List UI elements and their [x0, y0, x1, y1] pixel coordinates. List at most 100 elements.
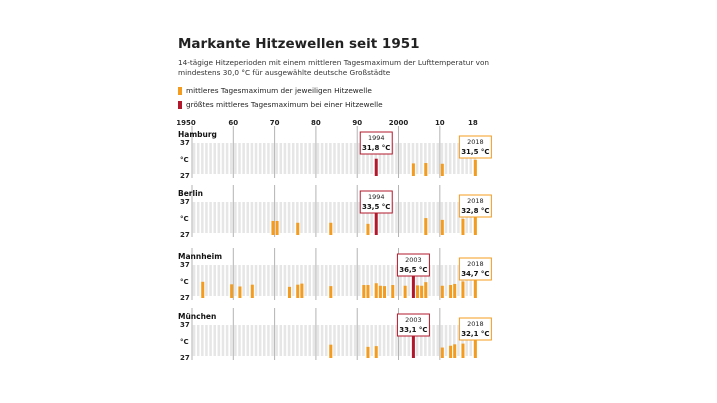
city-label: Berlin — [178, 189, 203, 198]
y-tick-label: 37 — [180, 321, 190, 329]
heatwave-bar — [300, 283, 304, 298]
grid-band — [234, 143, 237, 174]
max-label-year: 1994 — [368, 193, 385, 201]
heatwave-bar — [440, 347, 444, 358]
grid-band — [432, 143, 435, 174]
grid-band — [225, 325, 229, 356]
grid-band — [242, 202, 245, 233]
grid-band — [411, 202, 415, 233]
max-label-box — [359, 190, 393, 214]
grid-band — [349, 143, 353, 174]
max-label-year: 2003 — [405, 316, 422, 324]
grid-band — [263, 325, 266, 356]
grid-band — [209, 202, 212, 233]
grid-band — [424, 202, 427, 233]
grid-band — [275, 202, 278, 233]
heatwave-bar — [296, 222, 300, 235]
grid-band — [279, 143, 283, 174]
grid-band — [246, 202, 250, 233]
grid-band — [312, 325, 316, 356]
grid-band — [358, 143, 361, 174]
grid-band — [201, 202, 204, 233]
grid-band — [399, 325, 402, 356]
grid-band — [407, 265, 411, 296]
x-tick-label: 90 — [352, 119, 362, 127]
grid-band — [250, 202, 254, 233]
grid-band — [403, 265, 406, 296]
y-tick-label: 27 — [180, 354, 190, 362]
heatwave-bar — [424, 163, 428, 176]
grid-band — [205, 202, 208, 233]
grid-band — [304, 202, 307, 233]
grid-band — [279, 265, 283, 296]
grid-band — [407, 325, 411, 356]
grid-band — [457, 143, 460, 174]
max-label-box — [359, 131, 393, 155]
grid-band — [448, 143, 452, 174]
grid-band — [448, 265, 452, 296]
grid-band — [329, 325, 332, 356]
grid-band — [329, 265, 332, 296]
city-label: Hamburg — [178, 130, 217, 139]
grid-band — [254, 202, 258, 233]
grid-band — [403, 325, 406, 356]
grid-band — [432, 202, 435, 233]
grid-band — [362, 325, 365, 356]
grid-band — [287, 265, 291, 296]
grid-band — [411, 143, 415, 174]
grid-band — [238, 265, 241, 296]
grid-band — [316, 143, 320, 174]
grid-band — [341, 325, 345, 356]
grid-band — [287, 143, 291, 174]
grid-band — [386, 202, 390, 233]
grid-band — [428, 143, 431, 174]
heatwave-bar — [374, 346, 378, 358]
legend-label-maximum: größtes mittleres Tagesmaximum bei einer… — [186, 100, 383, 109]
grid-band — [386, 143, 390, 174]
grid-band — [221, 265, 225, 296]
y-tick-label: 27 — [180, 294, 190, 302]
x-tick-label: 1950 — [176, 119, 196, 127]
grid-band — [444, 325, 448, 356]
grid-band — [382, 265, 386, 296]
grid-band — [205, 265, 208, 296]
heatwave-bar — [416, 285, 420, 298]
y-tick-label: 27 — [180, 231, 190, 239]
chart-title: Markante Hitzewellen seit 1951 — [178, 36, 420, 52]
grid-band — [296, 325, 299, 356]
grid-band — [374, 143, 378, 174]
grid-band — [229, 325, 233, 356]
grid-band — [358, 202, 361, 233]
grid-band — [316, 325, 320, 356]
x-tick-label: 18 — [468, 119, 478, 127]
grid-band — [238, 143, 241, 174]
legend-swatch-maximum — [178, 101, 182, 109]
grid-band — [407, 143, 411, 174]
grid-band — [395, 202, 398, 233]
grid-band — [258, 265, 262, 296]
grid-band — [209, 265, 212, 296]
heatwave-bar — [461, 343, 465, 358]
grid-band — [386, 325, 390, 356]
max-label-value: 36,5 °C — [399, 266, 427, 274]
grid-band — [213, 202, 216, 233]
grid-band — [370, 325, 373, 356]
grid-band — [337, 202, 340, 233]
heatwave-bar — [374, 283, 378, 298]
heatwave-bar — [473, 339, 477, 358]
grid-band — [225, 265, 229, 296]
grid-band — [258, 202, 262, 233]
latest-label-year: 2018 — [467, 320, 484, 328]
grid-band — [320, 143, 324, 174]
grid-band — [424, 265, 427, 296]
grid-band — [399, 202, 402, 233]
grid-band — [221, 143, 225, 174]
grid-band — [333, 202, 336, 233]
heatwave-bar — [473, 214, 477, 235]
grid-band — [234, 265, 237, 296]
latest-label-value: 34,7 °C — [461, 270, 489, 278]
grid-band — [436, 325, 440, 356]
latest-label-year: 2018 — [467, 260, 484, 268]
grid-band — [213, 265, 216, 296]
